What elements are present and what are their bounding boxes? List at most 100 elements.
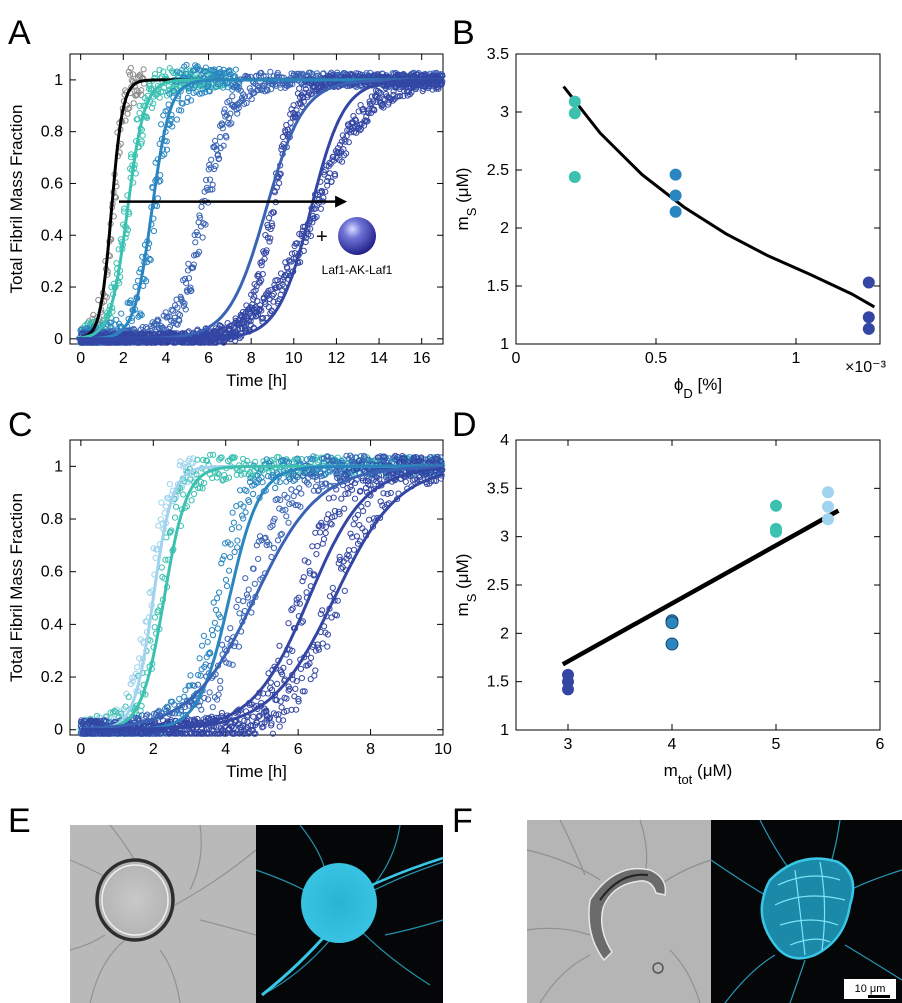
panel-c-data-point <box>275 716 282 723</box>
panel-b-data-point <box>669 168 682 181</box>
panel-c-data-point <box>233 603 240 611</box>
panel-a-data-point <box>193 229 200 236</box>
panel-c-data-point <box>111 707 118 715</box>
panel-a-data-point <box>156 94 163 101</box>
panel-c-data-point <box>286 475 293 483</box>
panel-a-y-tick-label: 0.6 <box>41 175 63 192</box>
panel-c-data-point <box>347 530 354 537</box>
panel-c-data-point <box>341 505 348 512</box>
panel-a-data-point <box>202 221 209 228</box>
panel-c-data-point <box>196 484 204 491</box>
panel-a-data-point <box>343 133 350 140</box>
panel-a-data-point <box>408 89 415 96</box>
panel-c-data-point <box>221 730 228 737</box>
panel-a-data-point <box>192 239 199 246</box>
panel-c-data-point <box>329 457 336 464</box>
panel-c-data-point <box>325 511 332 518</box>
panel-a-data-point <box>140 66 147 73</box>
panel-a-data-point <box>267 225 274 233</box>
panel-a-data-point <box>270 209 277 216</box>
panel-c-data-point <box>360 508 367 515</box>
panel-c-data-point <box>218 560 225 567</box>
panel-c-data-point <box>334 597 341 604</box>
panel-c-data-point <box>303 479 310 486</box>
panel-c-data-point <box>273 697 280 704</box>
panel-c-data-point <box>240 598 247 605</box>
panel-a-data-point <box>227 110 234 117</box>
panel-c-data-point <box>284 494 291 501</box>
panel-c-data-point <box>387 489 394 497</box>
panel-a-data-point <box>331 172 339 179</box>
panel-c-data-point <box>286 685 293 693</box>
panel-c-data-point <box>249 722 256 729</box>
panel-c-data-point <box>327 520 334 527</box>
panel-c-data-point <box>154 730 161 737</box>
panel-a-data-point <box>203 177 210 184</box>
panel-c-data-point <box>122 703 129 710</box>
panel-c-data-point <box>199 485 206 492</box>
panel-a-x-tick-label: 2 <box>119 350 128 367</box>
panel-a-data-point <box>261 255 268 262</box>
panel-a-data-point <box>202 89 209 96</box>
panel-c-data-point <box>306 660 313 667</box>
panel-d-x-label: mtot (μM) <box>664 761 733 787</box>
panel-letter-f: F <box>452 802 473 840</box>
panel-c-data-point <box>418 454 425 461</box>
panel-c-data-point <box>220 476 227 483</box>
panel-a-data-point <box>279 286 286 293</box>
panel-c-data-point <box>414 476 421 483</box>
panel-c-data-point <box>240 515 247 522</box>
panel-c-data-point <box>296 600 303 607</box>
panel-c-x-tick-label: 8 <box>366 741 375 758</box>
panel-a-data-point <box>205 87 212 94</box>
panel-a-x-tick-label: 16 <box>413 350 431 367</box>
panel-a-data-point <box>176 317 183 324</box>
panel-a-data-point <box>170 87 177 95</box>
panel-a-data-point <box>153 202 161 210</box>
panel-c-data-point <box>226 660 233 667</box>
panel-a-data-point <box>164 313 171 320</box>
panel-c-data-point <box>276 505 283 512</box>
panel-c-data-point <box>317 610 324 618</box>
panel-a-data-point <box>196 90 203 97</box>
panel-a-data-point <box>268 220 275 227</box>
panel-a-data-point <box>183 280 190 287</box>
panel-a-data-point <box>269 222 276 230</box>
panel-c-data-point <box>354 511 362 519</box>
panel-c-data-point <box>320 536 328 543</box>
panel-c-data-point <box>214 470 221 477</box>
panel-c-data-point <box>420 472 427 479</box>
panel-c-data-point <box>278 704 285 711</box>
panel-a-data-point <box>198 203 205 210</box>
panel-a-data-point <box>329 156 336 163</box>
panel-e-droplet-brightfield <box>95 858 175 942</box>
panel-c-data-point <box>214 730 221 737</box>
panel-c-data-point <box>373 474 380 481</box>
panel-a-data-point <box>241 93 248 100</box>
panel-c-data-point <box>203 654 210 661</box>
panel-a-data-point <box>181 300 188 307</box>
panel-c-data-point <box>345 552 352 560</box>
panel-c-data-point <box>274 537 282 544</box>
panel-a-data-point <box>207 186 214 193</box>
panel-a-data-point <box>259 271 266 278</box>
panel-c-data-point <box>364 500 371 508</box>
panel-c-data-point <box>226 567 233 574</box>
panel-b-fit-line <box>562 85 876 309</box>
panel-a-data-point <box>218 121 225 129</box>
panel-c-data-point <box>353 533 360 540</box>
panel-a-data-point <box>223 134 230 141</box>
panel-d-y-tick-label: 2 <box>500 625 509 642</box>
panel-d-y-tick-label: 3.5 <box>487 480 509 497</box>
panel-a-data-point <box>133 87 140 94</box>
panel-c-data-point <box>280 664 287 672</box>
panel-c-data-point <box>214 625 221 632</box>
panel-letter-e: E <box>8 802 31 840</box>
panel-c-data-point <box>306 567 313 574</box>
panel-c-data-point <box>324 469 331 476</box>
panel-b-x-multiplier: ×10⁻³ <box>845 359 887 376</box>
panel-a-data-point <box>249 313 256 320</box>
panel-c-data-point <box>261 705 268 712</box>
